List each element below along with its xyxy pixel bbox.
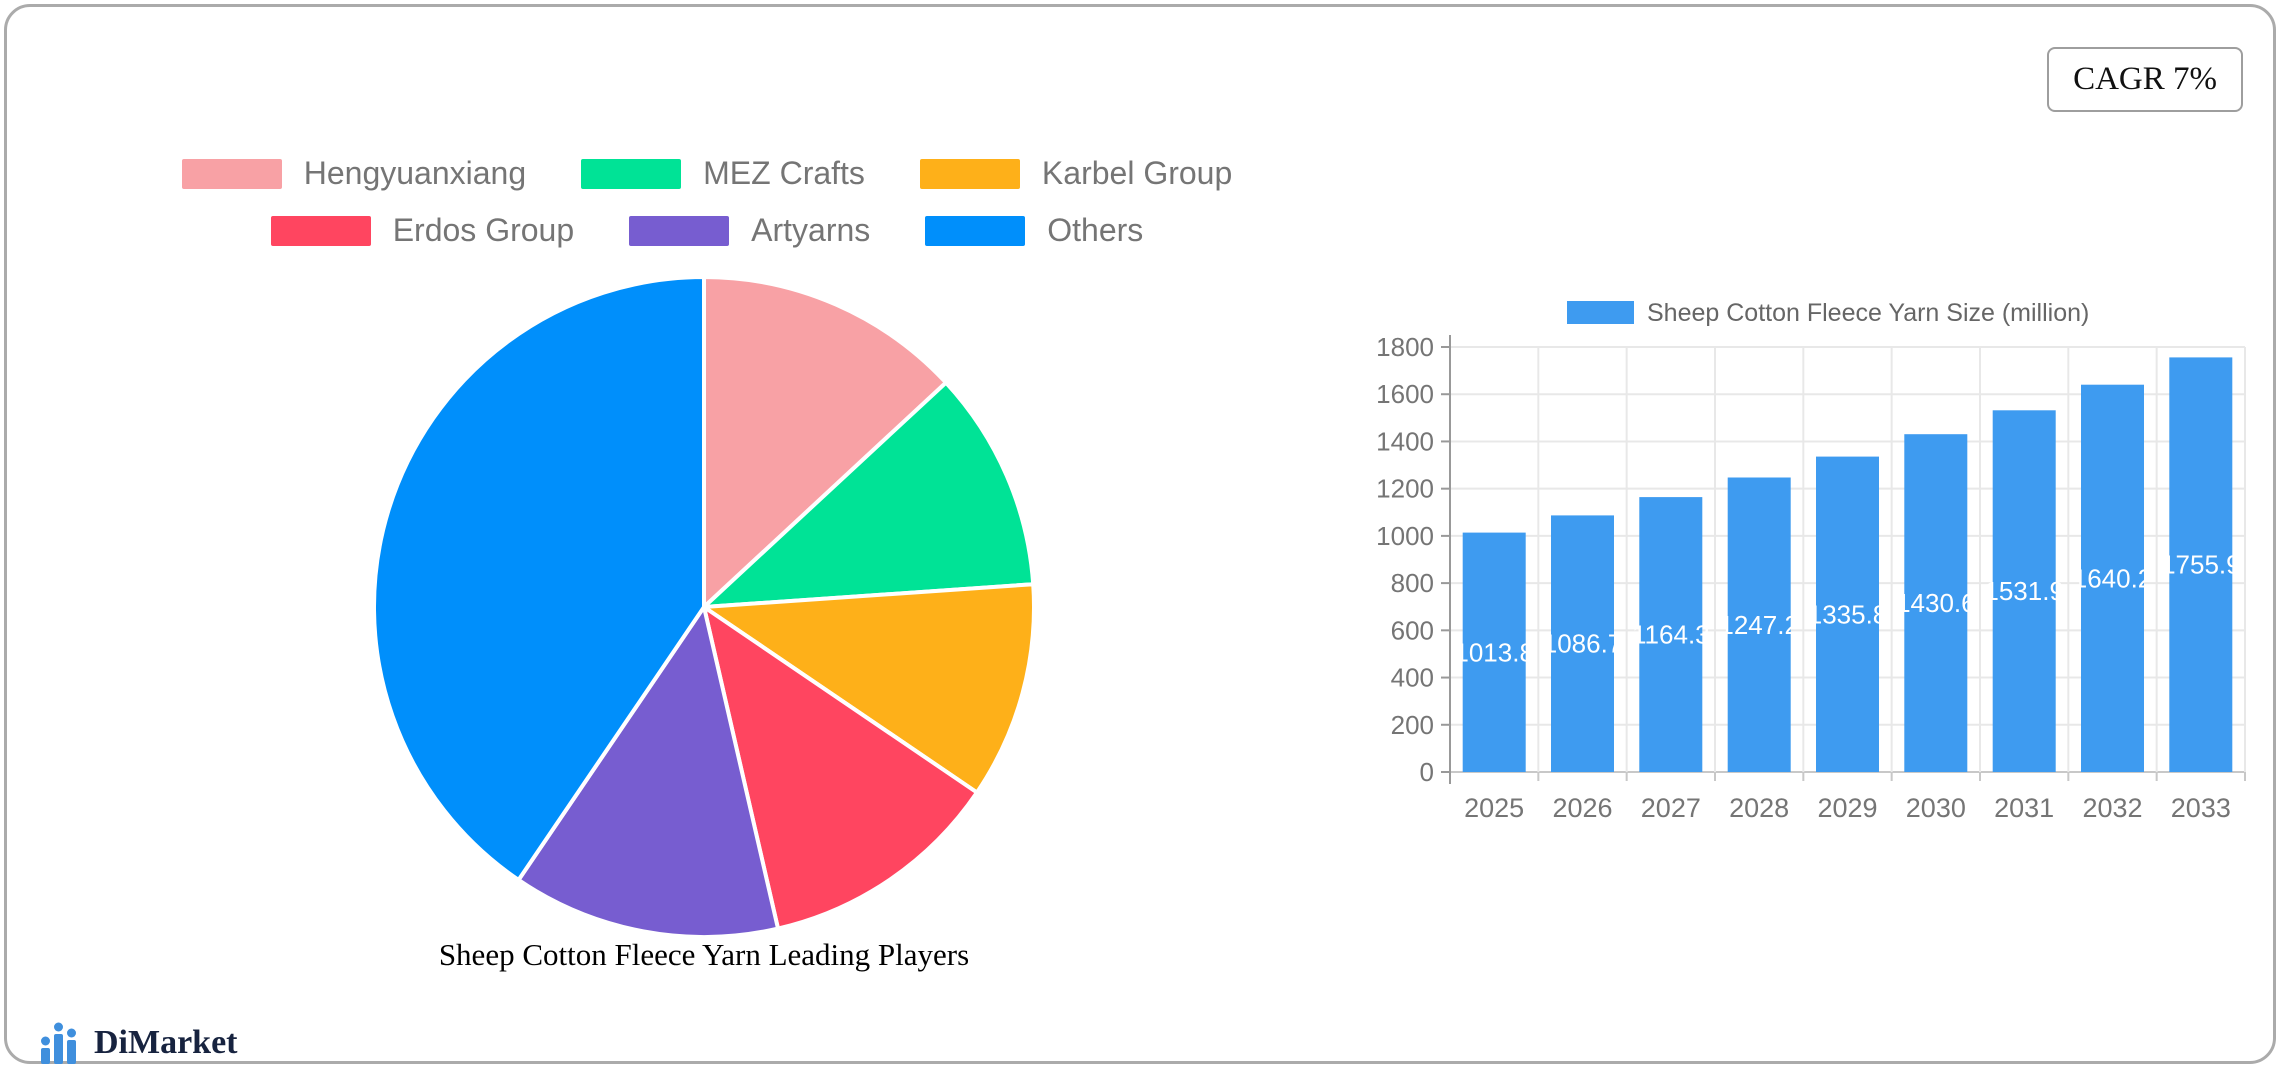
x-axis-label: 2028 bbox=[1729, 793, 1789, 823]
bar-value-label: 1335.8 bbox=[1808, 599, 1888, 629]
legend-swatch bbox=[629, 215, 730, 246]
y-axis-label: 600 bbox=[1391, 615, 1434, 645]
y-axis-label: 1800 bbox=[1377, 332, 1434, 362]
pie-slice-erdos-group bbox=[702, 605, 979, 931]
report-card: CAGR 7% Hengyuanxiang MEZ Crafts Karbel Gr… bbox=[4, 4, 2276, 1064]
y-axis-label: 0 bbox=[1420, 757, 1434, 787]
pie-chart-title: Sheep Cotton Fleece Yarn Leading Players bbox=[438, 937, 970, 972]
bar-2029 bbox=[1816, 456, 1879, 772]
bar-value-label: 1247.2 bbox=[1719, 610, 1799, 640]
bar-value-label: 1013.8 bbox=[1454, 637, 1534, 667]
legend-item-artyarns: Artyarns bbox=[629, 212, 870, 249]
legend-item-hengyuanxiang: Hengyuanxiang bbox=[181, 155, 527, 192]
x-axis-label: 2029 bbox=[1817, 793, 1877, 823]
bar-legend-swatch bbox=[1567, 301, 1634, 324]
x-axis-label: 2033 bbox=[2171, 793, 2231, 823]
bar-value-label: 1430.6 bbox=[1896, 588, 1976, 618]
legend-label: MEZ Crafts bbox=[703, 155, 865, 191]
bar-value-label: 1531.9 bbox=[1984, 576, 2064, 606]
pie-slice-karbel-group bbox=[702, 582, 1036, 795]
bar-2032 bbox=[2081, 384, 2144, 772]
x-axis-label: 2032 bbox=[2082, 793, 2142, 823]
bar-2033 bbox=[2169, 357, 2233, 772]
legend-swatch bbox=[581, 158, 682, 189]
x-axis-label: 2027 bbox=[1641, 793, 1701, 823]
legend-swatch bbox=[270, 215, 371, 246]
legend-item-others: Others bbox=[925, 212, 1143, 249]
legend-item-erdos-group: Erdos Group bbox=[270, 212, 575, 249]
bar-value-label: 1640.2 bbox=[2073, 563, 2153, 593]
brand-logo: DiMarket bbox=[40, 1021, 238, 1065]
y-axis-label: 400 bbox=[1391, 663, 1434, 693]
legend-label: Erdos Group bbox=[392, 212, 575, 248]
x-axis-label: 2031 bbox=[1994, 793, 2054, 823]
bar-chart-logo-icon bbox=[41, 1022, 76, 1064]
legend-swatch bbox=[181, 158, 282, 189]
bar-2025 bbox=[1462, 532, 1526, 772]
brand-name: DiMarket bbox=[94, 1024, 238, 1061]
legend-swatch bbox=[925, 215, 1026, 246]
y-axis-label: 1400 bbox=[1377, 426, 1434, 456]
bar-value-label: 1164.3 bbox=[1632, 620, 1710, 650]
bar-2028 bbox=[1727, 477, 1791, 772]
bar-2027 bbox=[1639, 497, 1703, 772]
bar-chart: 0 200 400 600 800 1000 1200 1400 1600 1800 1013.8 2… bbox=[1377, 299, 2246, 823]
legend-item-karbel-group: Karbel Group bbox=[919, 155, 1233, 192]
pie-legend-row: Erdos Group Artyarns Others bbox=[132, 212, 1282, 249]
y-axis-label: 1000 bbox=[1377, 521, 1434, 551]
bar-2026 bbox=[1551, 515, 1614, 772]
pie-legend: Hengyuanxiang MEZ Crafts Karbel Group Erdos… bbox=[132, 155, 1282, 249]
legend-label: Artyarns bbox=[751, 212, 871, 248]
bar-2031 bbox=[1992, 410, 2056, 772]
bar-legend-label: Sheep Cotton Fleece Yarn Size (million) bbox=[1647, 299, 2089, 327]
x-axis-label: 2025 bbox=[1464, 793, 1524, 823]
y-axis-label: 800 bbox=[1391, 568, 1434, 598]
bar-value-label: 1086.7 bbox=[1543, 629, 1623, 659]
pie-legend-row: Hengyuanxiang MEZ Crafts Karbel Group bbox=[132, 155, 1282, 192]
pie-chart bbox=[372, 275, 1036, 939]
x-axis-label: 2026 bbox=[1552, 793, 1612, 823]
pie-slice-others bbox=[372, 275, 706, 882]
y-axis-label: 200 bbox=[1391, 710, 1434, 740]
bar-2030 bbox=[1904, 434, 1968, 772]
legend-label: Hengyuanxiang bbox=[303, 155, 527, 191]
legend-item-mez-crafts: MEZ Crafts bbox=[581, 155, 865, 192]
bar-value-label: 1755.9 bbox=[2161, 550, 2241, 580]
legend-swatch bbox=[919, 158, 1020, 189]
y-axis-label: 1200 bbox=[1377, 474, 1434, 504]
cagr-badge: CAGR 7% bbox=[2047, 47, 2243, 112]
legend-label: Others bbox=[1047, 212, 1144, 248]
y-axis-label: 1600 bbox=[1377, 379, 1434, 409]
pie-slice-hengyuanxiang bbox=[702, 275, 948, 609]
legend-label: Karbel Group bbox=[1041, 155, 1233, 191]
pie-slice-artyarns bbox=[516, 605, 781, 939]
x-axis-label: 2030 bbox=[1906, 793, 1966, 823]
pie-slice-mez-crafts bbox=[702, 380, 1036, 609]
